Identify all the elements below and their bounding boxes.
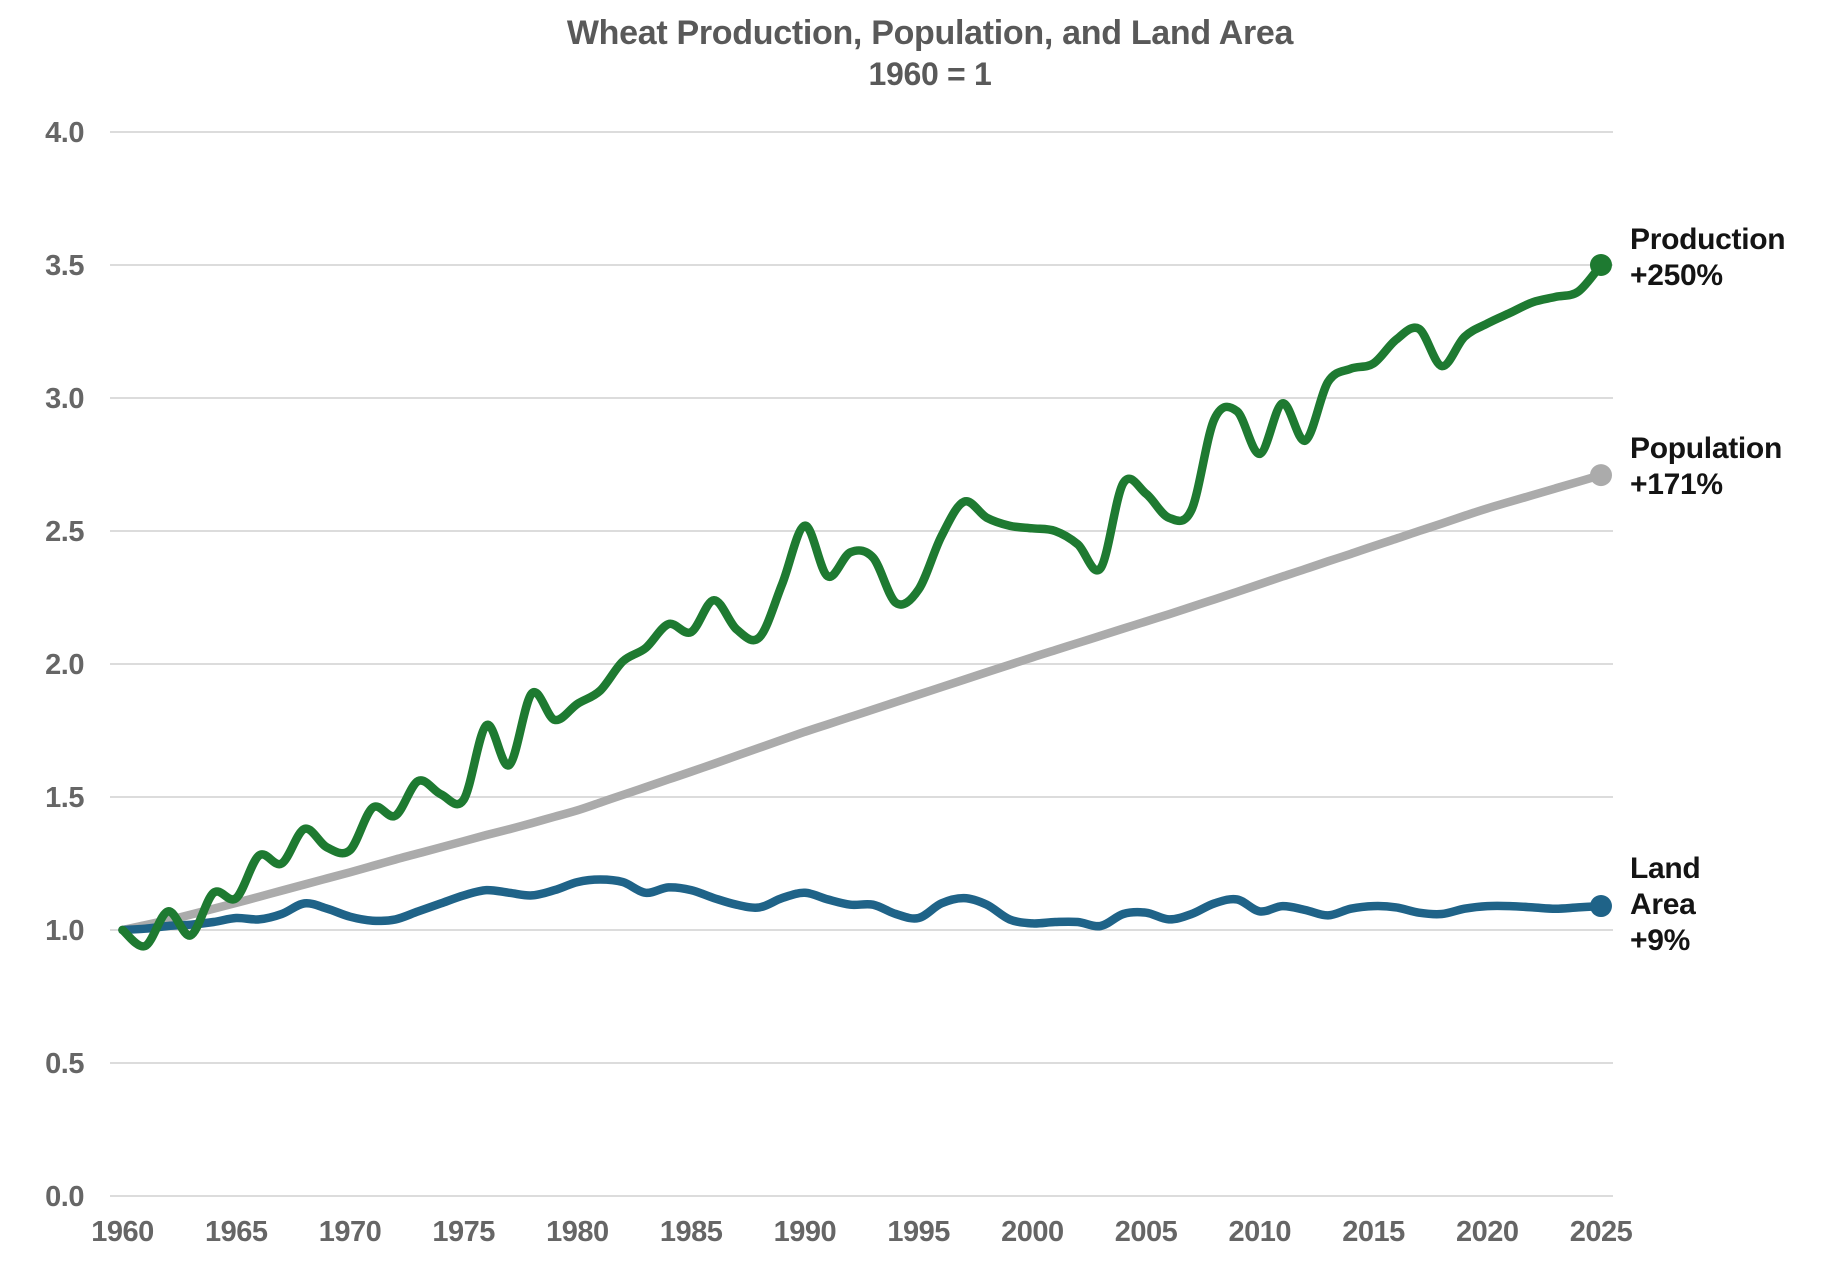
x-tick-label: 1970 [319, 1216, 382, 1248]
x-tick-label: 1980 [546, 1216, 609, 1248]
y-tick-label: 2.0 [45, 649, 84, 681]
x-tick-label: 2020 [1456, 1216, 1519, 1248]
series-pct-land-area: +9% [1630, 924, 1690, 957]
x-tick-label: 1995 [887, 1216, 950, 1248]
x-tick-label: 2000 [1001, 1216, 1064, 1248]
series-name-area: Area [1630, 888, 1696, 921]
series-line-production [118, 260, 1606, 951]
series-line-population [118, 470, 1606, 935]
y-tick-label: 0.5 [45, 1048, 84, 1080]
series-pct-production: +250% [1630, 259, 1723, 292]
y-tick-label: 4.0 [45, 117, 84, 149]
y-tick-label: 3.5 [45, 250, 84, 282]
series-name-population: Population [1630, 432, 1782, 465]
y-tick-label: 1.0 [45, 915, 84, 947]
x-tick-label: 1975 [432, 1216, 495, 1248]
y-tick-label: 0.0 [45, 1181, 84, 1213]
y-tick-label: 2.5 [45, 516, 84, 548]
x-tick-label: 2010 [1229, 1216, 1292, 1248]
chart-title: Wheat Production, Population, and Land A… [566, 14, 1294, 52]
y-tick-label: 3.0 [45, 383, 84, 415]
series-end-label-land-area: Land Area +9% [1630, 851, 1701, 959]
series-end-dot-population [1589, 464, 1612, 487]
x-tick-label: 2015 [1342, 1216, 1405, 1248]
chart-subtitle: 1960 = 1 [868, 56, 992, 92]
series-name-production: Production [1630, 223, 1786, 256]
x-tick-label: 1965 [205, 1216, 268, 1248]
series-end-label-population: Population +171% [1630, 431, 1782, 503]
x-tick-label: 1990 [774, 1216, 837, 1248]
series-end-dot-land-area [1589, 895, 1612, 918]
series-line-land-area [118, 875, 1606, 935]
x-tick-label: 1985 [660, 1216, 723, 1248]
x-tick-label: 2005 [1115, 1216, 1178, 1248]
series-pct-population: +171% [1630, 468, 1723, 501]
series-end-dot-production [1589, 254, 1612, 276]
x-tick-label: 2025 [1570, 1216, 1633, 1248]
x-tick-label: 1960 [91, 1216, 154, 1248]
y-tick-label: 1.5 [45, 782, 84, 814]
series-end-label-production: Production +250% [1630, 222, 1786, 294]
chart-header: Wheat Production, Population, and Land A… [40, 12, 1820, 94]
series-name-land: Land [1630, 852, 1701, 885]
